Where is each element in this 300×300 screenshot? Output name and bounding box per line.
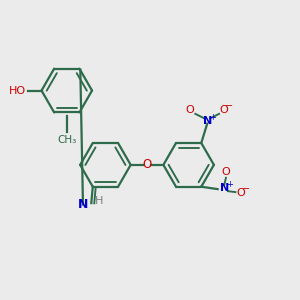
Text: O: O [142, 158, 152, 171]
Text: N: N [220, 183, 229, 193]
Text: CH₃: CH₃ [57, 135, 76, 145]
Text: O: O [222, 167, 230, 177]
Text: +: + [209, 112, 216, 122]
Text: N: N [78, 198, 88, 211]
Text: O: O [219, 105, 228, 115]
Text: +: + [226, 180, 233, 189]
Text: −: − [225, 101, 233, 111]
Text: N: N [202, 116, 212, 126]
Text: O: O [185, 105, 194, 115]
Text: H: H [94, 196, 103, 206]
Text: O: O [236, 188, 245, 198]
Text: −: − [242, 184, 250, 194]
Text: HO: HO [9, 85, 26, 96]
